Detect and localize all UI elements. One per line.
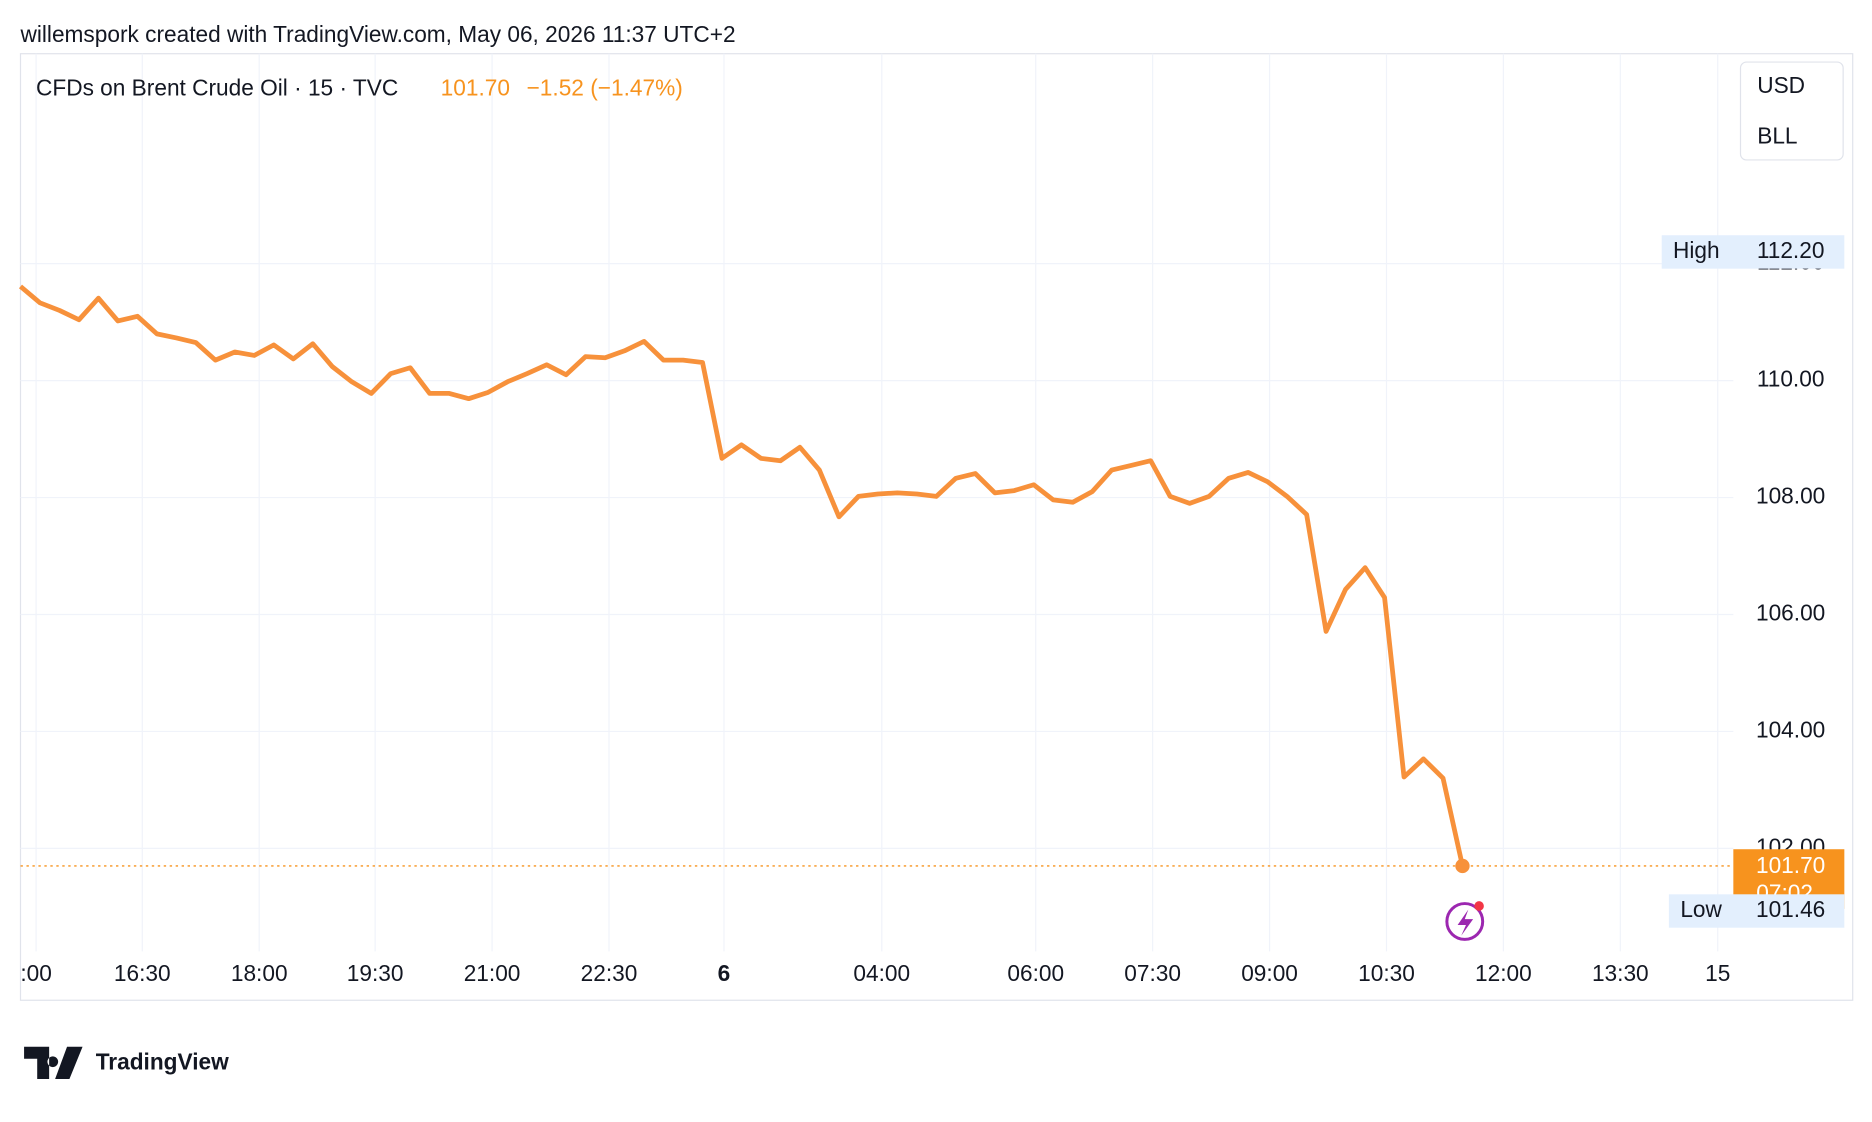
high-value: 112.20	[1757, 237, 1825, 263]
y-tick-label: 110.00	[1757, 366, 1825, 392]
x-tick-label: 06:00	[1007, 960, 1064, 986]
x-tick-label: 12:00	[1475, 960, 1532, 986]
x-tick-label: 13:30	[1592, 960, 1649, 986]
low-label: Low	[1680, 896, 1722, 922]
currency-box[interactable]	[1739, 61, 1844, 161]
last-value: 101.70	[1756, 852, 1825, 878]
x-tick-label: 04:00	[853, 960, 910, 986]
high-badge	[1661, 235, 1845, 269]
price-line	[18, 284, 1465, 867]
x-tick-label: 15	[1705, 960, 1730, 986]
lightning-icon[interactable]	[1445, 901, 1485, 941]
currency-subunit: BLL	[1757, 122, 1797, 148]
logo[interactable]: TradingView	[24, 1046, 229, 1080]
logo-text: TradingView	[96, 1048, 229, 1074]
grid	[20, 53, 1734, 952]
legend-symbol: CFDs on Brent Crude Oil · 15 · TVC	[36, 75, 398, 101]
legend-price: 101.70	[441, 75, 510, 101]
x-tick-label: 21:00	[464, 960, 521, 986]
chart-frame	[19, 53, 1854, 1001]
x-tick-label: 6	[718, 960, 731, 986]
legend-change: −1.52 (−1.47%)	[527, 75, 683, 101]
x-tick-label: 09:00	[1241, 960, 1298, 986]
x-tick-label: 16:30	[114, 960, 171, 986]
x-tick-label: :00	[20, 960, 52, 986]
x-tick-label: 07:30	[1124, 960, 1181, 986]
high-label: High	[1673, 237, 1720, 263]
low-value: 101.46	[1756, 896, 1825, 922]
currency-unit: USD	[1757, 72, 1805, 98]
x-tick-label: 18:00	[231, 960, 288, 986]
y-tick-label: 108.00	[1756, 483, 1825, 509]
last-point	[1455, 858, 1470, 874]
y-tick-label: 104.00	[1756, 716, 1825, 742]
x-tick-label: 22:30	[581, 960, 638, 986]
low-badge	[1668, 894, 1845, 928]
y-tick-label: 106.00	[1756, 599, 1825, 625]
x-tick-label: 10:30	[1358, 960, 1415, 986]
x-tick-label: 19:30	[347, 960, 404, 986]
attribution: willemspork created with TradingView.com…	[19, 21, 735, 47]
